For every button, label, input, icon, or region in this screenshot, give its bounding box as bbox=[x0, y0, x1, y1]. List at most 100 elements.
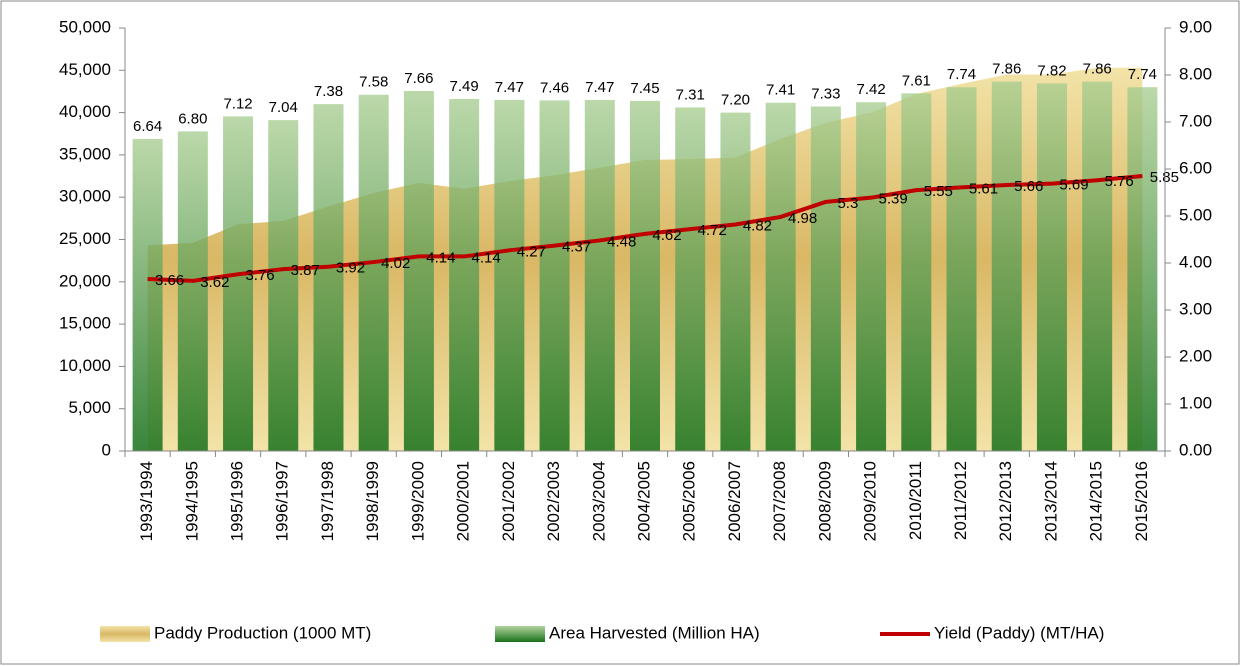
y2-tick-label: 0.00 bbox=[1179, 440, 1212, 459]
line-value-label: 5.61 bbox=[969, 180, 998, 197]
bar-value-label: 7.42 bbox=[856, 81, 885, 98]
bar bbox=[1127, 87, 1158, 451]
bar bbox=[539, 100, 570, 451]
bar bbox=[1036, 83, 1067, 452]
line-value-label: 4.02 bbox=[381, 255, 410, 272]
bar bbox=[1082, 81, 1113, 451]
x-tick-label: 1998/1999 bbox=[363, 461, 382, 541]
bar-value-label: 7.45 bbox=[630, 80, 659, 97]
bar bbox=[449, 98, 480, 451]
bar-value-label: 6.80 bbox=[178, 110, 207, 127]
bar-value-label: 7.74 bbox=[947, 66, 976, 83]
x-tick-label: 2001/2002 bbox=[499, 461, 518, 541]
line-value-label: 4.14 bbox=[472, 249, 501, 266]
line-value-label: 5.66 bbox=[1014, 178, 1043, 195]
line-value-label: 3.62 bbox=[200, 274, 229, 291]
line-value-label: 4.27 bbox=[517, 243, 546, 260]
y-tick-label: 50,000 bbox=[59, 17, 111, 36]
y2-tick-label: 6.00 bbox=[1179, 158, 1212, 177]
bar-value-label: 7.49 bbox=[450, 78, 479, 95]
x-tick-label: 1994/1995 bbox=[182, 461, 201, 541]
x-tick-label: 1993/1994 bbox=[137, 461, 156, 541]
bar-value-label: 7.86 bbox=[992, 61, 1021, 78]
y-tick-label: 15,000 bbox=[59, 314, 111, 333]
line-value-label: 4.98 bbox=[788, 210, 817, 227]
line-value-label: 4.62 bbox=[652, 227, 681, 244]
bar bbox=[132, 138, 163, 452]
bar-value-label: 7.66 bbox=[404, 70, 433, 87]
bar-value-label: 7.61 bbox=[902, 72, 931, 89]
x-tick-label: 2005/2006 bbox=[680, 461, 699, 541]
bar bbox=[494, 99, 525, 451]
line-value-label: 4.72 bbox=[698, 222, 727, 239]
line-value-label: 5.39 bbox=[878, 191, 907, 208]
y2-tick-label: 1.00 bbox=[1179, 393, 1212, 412]
y2-tick-label: 5.00 bbox=[1179, 205, 1212, 224]
bar-value-label: 7.82 bbox=[1037, 62, 1066, 79]
bar-value-label: 6.64 bbox=[133, 118, 162, 135]
legend-swatch bbox=[100, 626, 150, 642]
line-value-label: 4.37 bbox=[562, 239, 591, 256]
y-tick-label: 25,000 bbox=[59, 229, 111, 248]
y2-tick-label: 3.00 bbox=[1179, 299, 1212, 318]
bar-value-label: 7.58 bbox=[359, 74, 388, 91]
bar bbox=[177, 131, 208, 451]
line-value-label: 3.66 bbox=[155, 272, 184, 289]
x-tick-label: 2011/2012 bbox=[951, 461, 970, 540]
bar bbox=[630, 100, 660, 451]
bar bbox=[675, 107, 706, 452]
y-tick-label: 10,000 bbox=[59, 356, 111, 375]
bar bbox=[403, 90, 434, 451]
line-value-label: 4.14 bbox=[426, 249, 455, 266]
y-tick-label: 0 bbox=[102, 440, 111, 459]
bar-value-label: 7.46 bbox=[540, 79, 569, 96]
bar bbox=[946, 87, 977, 451]
line-value-label: 5.55 bbox=[924, 183, 953, 200]
bar-value-label: 7.12 bbox=[223, 95, 252, 112]
y-tick-label: 20,000 bbox=[59, 271, 111, 290]
line-value-label: 5.76 bbox=[1105, 173, 1134, 190]
bar-value-label: 7.04 bbox=[269, 99, 298, 116]
y2-tick-label: 2.00 bbox=[1179, 346, 1212, 365]
x-tick-label: 2000/2001 bbox=[454, 461, 473, 541]
x-tick-label: 2008/2009 bbox=[815, 461, 834, 541]
x-tick-label: 1999/2000 bbox=[408, 461, 427, 541]
legend-label: Paddy Production (1000 MT) bbox=[154, 623, 371, 642]
bar bbox=[765, 102, 796, 451]
line-value-label: 5.3 bbox=[837, 195, 858, 212]
y-tick-label: 40,000 bbox=[59, 102, 111, 121]
bar bbox=[901, 93, 932, 451]
legend-label: Area Harvested (Million HA) bbox=[549, 623, 760, 642]
bar bbox=[991, 81, 1022, 451]
x-tick-label: 2014/2015 bbox=[1087, 461, 1106, 541]
bar-value-label: 7.47 bbox=[495, 79, 524, 96]
line-value-label: 3.76 bbox=[245, 267, 274, 284]
y2-tick-label: 4.00 bbox=[1179, 252, 1212, 271]
line bbox=[147, 174, 1143, 283]
x-tick-label: 2007/2008 bbox=[770, 461, 789, 541]
bar-value-label: 7.41 bbox=[766, 82, 795, 99]
y-tick-label: 30,000 bbox=[59, 187, 111, 206]
line-value-label: 5.85 bbox=[1150, 169, 1179, 186]
bar-value-label: 7.47 bbox=[585, 79, 614, 96]
y2-tick-label: 9.00 bbox=[1179, 17, 1212, 36]
line-value-label: 3.87 bbox=[291, 262, 320, 279]
bar bbox=[810, 106, 841, 452]
bar bbox=[358, 94, 389, 452]
x-tick-label: 1996/1997 bbox=[273, 461, 292, 541]
y2-tick-label: 8.00 bbox=[1179, 64, 1212, 83]
line-value-label: 4.82 bbox=[743, 217, 772, 234]
bar bbox=[268, 120, 299, 452]
bar-value-label: 7.38 bbox=[314, 83, 343, 100]
legend-label: Yield (Paddy) (MT/HA) bbox=[934, 623, 1104, 642]
bar bbox=[313, 104, 344, 451]
x-tick-label: 2006/2007 bbox=[725, 461, 744, 541]
x-tick-label: 2004/2005 bbox=[634, 461, 653, 541]
x-tick-label: 2015/2016 bbox=[1132, 461, 1151, 541]
y2-tick-label: 7.00 bbox=[1179, 111, 1212, 130]
line-value-label: 3.92 bbox=[336, 260, 365, 277]
bar-value-label: 7.33 bbox=[811, 85, 840, 102]
bar bbox=[223, 116, 254, 452]
line-value-label: 4.48 bbox=[607, 233, 636, 250]
